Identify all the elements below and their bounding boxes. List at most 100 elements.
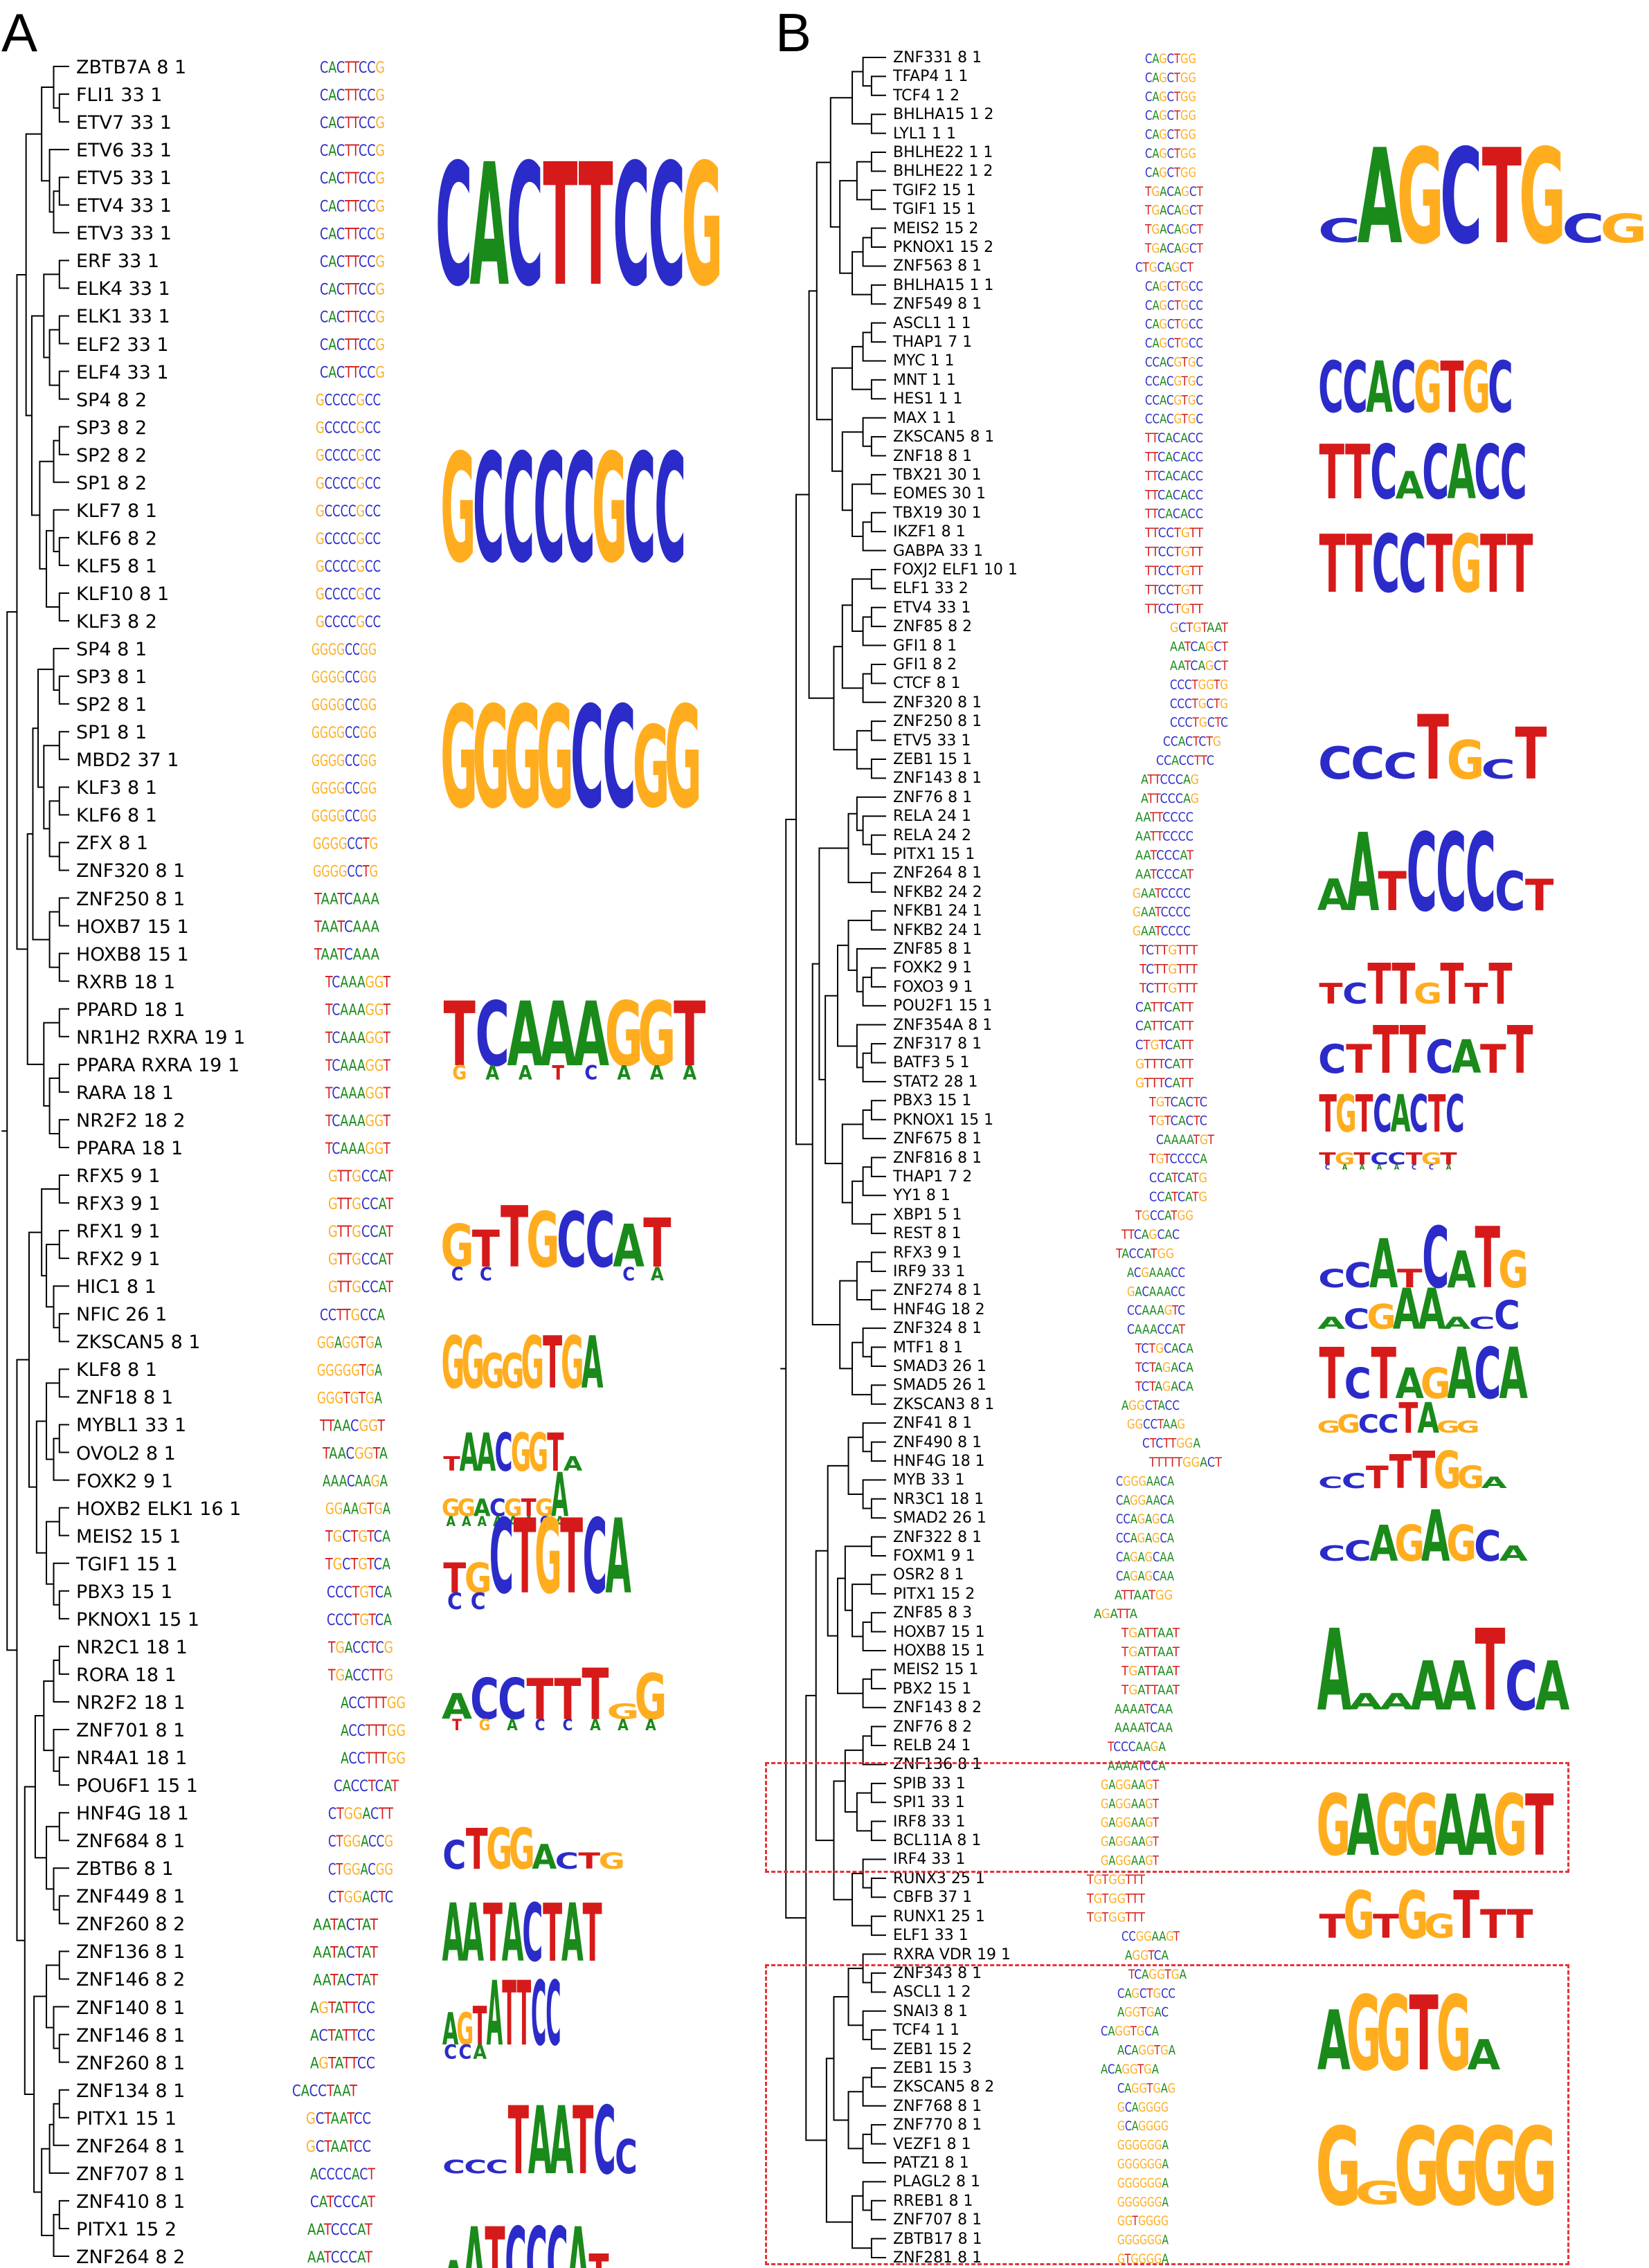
motif-label: ZNF41 8 1 <box>893 1415 973 1433</box>
svg-text:T: T <box>1428 1085 1446 1144</box>
svg-text:C: C <box>1318 1541 1345 1566</box>
sequence-logo: T C T TGT T T <box>1319 953 1512 1017</box>
svg-text:C: C <box>485 2157 508 2178</box>
tree-branch <box>825 2058 853 2223</box>
svg-text:C: C <box>1474 1522 1501 1571</box>
svg-text:G: G <box>526 1197 559 1285</box>
aligned-sequence: TGCCATGG <box>1135 1208 1193 1224</box>
aligned-sequence: CAAACCAT <box>1127 1322 1186 1337</box>
aligned-sequence: GTGGGGA <box>1117 2251 1169 2267</box>
tree-branch <box>46 1521 60 1585</box>
motif-label: ZNF18 8 1 <box>893 447 973 465</box>
aligned-sequence: CCCTGGTG <box>1170 677 1228 692</box>
svg-text:G: G <box>1337 1409 1360 1438</box>
svg-text:C: C <box>470 1667 499 1733</box>
motif-label: THAP1 7 1 <box>893 334 973 352</box>
aligned-sequence: TGACCTTG <box>327 1667 393 1685</box>
sequence-logo: CCACGTGC <box>1318 347 1513 429</box>
aligned-sequence: AAAATCAA <box>1115 1701 1173 1716</box>
panel-b-letter: B <box>775 2 812 63</box>
svg-text:C: C <box>546 2208 568 2268</box>
tree-branch <box>862 521 886 552</box>
aligned-sequence: GCCCCGCC <box>316 531 381 548</box>
tree-branch <box>48 800 60 858</box>
aligned-sequence: CCACCTTC <box>1156 753 1214 768</box>
aligned-sequence: GTTGCCAT <box>328 1168 394 1186</box>
svg-text:A: A <box>582 1321 604 1404</box>
aligned-sequence: TTCCTGTT <box>1144 601 1204 617</box>
svg-text:A: A <box>1481 1473 1507 1491</box>
sequence-logo: GCCCCGCC <box>440 421 686 596</box>
aligned-sequence: TGACAGCT <box>1144 222 1203 237</box>
svg-text:C: C <box>1505 1648 1538 1726</box>
aligned-sequence: ACCCCACT <box>310 2166 376 2184</box>
tree-branch <box>34 1715 47 1859</box>
highlight-box-zinc-finger <box>765 1964 1569 2265</box>
aligned-sequence: GGGGCCGG <box>312 808 377 825</box>
svg-text:T: T <box>674 983 706 1087</box>
svg-text:A: A <box>1418 1277 1445 1343</box>
motif-label: SP3 8 2 <box>76 417 147 439</box>
motif-label: ZNF684 8 1 <box>76 1831 186 1853</box>
motif-label: NFIC 26 1 <box>76 1304 168 1326</box>
svg-text:A: A <box>651 1264 664 1285</box>
tree-branch <box>837 944 857 1047</box>
motif-label: IRF8 33 1 <box>893 1813 966 1831</box>
aligned-sequence: TGACAGCT <box>1144 203 1203 218</box>
motif-label: TCF4 1 2 <box>893 87 960 105</box>
motif-label: ZNF324 8 1 <box>893 1320 982 1338</box>
svg-text:T: T <box>501 1189 528 1287</box>
motif-label: NFKB2 24 2 <box>893 883 982 901</box>
svg-text:C: C <box>1318 1036 1346 1082</box>
sequence-logo: T T CC TGT T <box>1319 518 1533 610</box>
aligned-sequence: TGATTAAT <box>1121 1626 1180 1641</box>
svg-text:A: A <box>683 1062 696 1085</box>
aligned-sequence: CACCTCAT <box>334 1778 399 1795</box>
svg-text:G: G <box>1600 206 1648 252</box>
svg-text:G: G <box>1457 1459 1485 1495</box>
sequence-logo: AATCCCAT <box>442 2208 609 2268</box>
tree-branch <box>808 290 834 699</box>
tree-branch <box>795 493 813 1145</box>
svg-text:T: T <box>583 1887 602 1980</box>
motif-label: NR2C1 18 1 <box>76 1636 188 1658</box>
svg-text:T: T <box>1480 1901 1506 1947</box>
motif-label: HES1 1 1 <box>893 390 963 408</box>
svg-text:T: T <box>1412 1441 1435 1500</box>
motif-label: CTCF 8 1 <box>893 675 961 693</box>
motif-label: PATZ1 8 1 <box>893 2154 969 2172</box>
svg-text:A: A <box>1396 464 1425 508</box>
motif-label: MAX 1 1 <box>893 409 957 427</box>
aligned-sequence: CAGAGCAA <box>1116 1568 1174 1584</box>
tree-branch <box>58 2033 69 2063</box>
svg-text:G: G <box>1394 1516 1425 1572</box>
tree-branch <box>30 315 44 516</box>
aligned-sequence: TTCACACC <box>1144 430 1203 446</box>
motif-label: HIC1 8 1 <box>76 1276 156 1298</box>
svg-text:T: T <box>443 1554 466 1602</box>
aligned-sequence: TGTCACTC <box>1148 1094 1207 1109</box>
svg-text:T: T <box>1319 1907 1345 1945</box>
motif-label: IRF4 33 1 <box>893 1851 966 1869</box>
aligned-sequence: CAGCTGG <box>1145 70 1196 85</box>
aligned-sequence: CACTTCCG <box>320 198 385 215</box>
svg-text:A: A <box>473 2041 487 2064</box>
motif-label: ZNF146 8 1 <box>76 2024 186 2047</box>
motif-label: RELA 24 1 <box>893 808 971 826</box>
motif-label: NR4A1 18 1 <box>76 1748 188 1770</box>
motif-label: NR1H2 RXRA 19 1 <box>76 1026 246 1049</box>
panel-a-letter: A <box>1 2 38 63</box>
motif-label: SP4 8 2 <box>76 389 147 411</box>
tree-branch <box>844 1749 863 1813</box>
tree-branch <box>862 2010 886 2040</box>
svg-text:G: G <box>1375 1778 1409 1876</box>
tree-branch <box>43 273 60 359</box>
svg-text:T: T <box>1440 953 1463 1017</box>
svg-text:C: C <box>525 2208 547 2268</box>
svg-text:C: C <box>1481 754 1515 786</box>
motif-label: SMAD5 26 1 <box>893 1377 986 1395</box>
svg-text:C: C <box>489 1494 506 1523</box>
svg-text:T: T <box>1440 1150 1457 1168</box>
aligned-sequence: CAGCTGG <box>1145 51 1196 66</box>
